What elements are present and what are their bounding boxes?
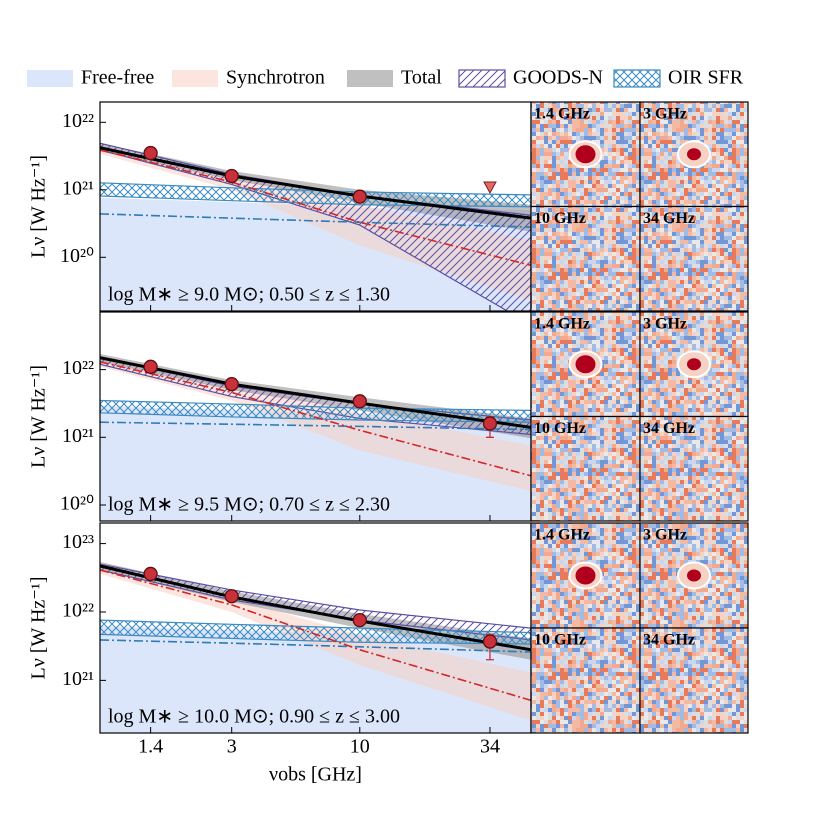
source-blob [575, 355, 596, 374]
stamp-frame [639, 415, 749, 522]
legend-label: Free-free [81, 67, 154, 89]
stamp-image [531, 416, 640, 521]
stamp-frame [639, 627, 749, 734]
legend-label: OIR SFR [668, 67, 744, 89]
y-tick-label: 10²² [62, 600, 94, 622]
stamp-image [531, 628, 640, 733]
legend-label: Synchrotron [226, 67, 325, 89]
source-blob [575, 145, 596, 164]
band [100, 399, 531, 423]
band [100, 182, 531, 208]
y-tick-label: 10²¹ [62, 668, 94, 690]
band [100, 566, 531, 721]
stamp-image [640, 628, 748, 733]
legend-label: Total [401, 67, 442, 89]
stamp-label: 1.4 GHz [534, 527, 590, 544]
data-point [224, 589, 239, 604]
plot-area [100, 354, 531, 521]
y-tick-label: 10²² [62, 357, 94, 379]
data-point [143, 145, 158, 161]
y-tick-label: 10²¹ [62, 425, 94, 447]
y-axis-label: Lν [W Hz⁻¹] [28, 577, 50, 680]
source-blob [575, 566, 596, 585]
x-tick-label: 1.4 [138, 736, 163, 758]
y-tick-label: 10²³ [62, 531, 94, 553]
model-line [100, 149, 531, 267]
data-point [143, 359, 158, 374]
y-tick-label: 10²² [62, 110, 94, 132]
data-point [352, 189, 367, 204]
stamp-label: 3 GHz [643, 106, 687, 123]
model-line [100, 356, 531, 429]
upper-limit [483, 181, 497, 195]
data-point [482, 634, 498, 649]
band [100, 563, 531, 641]
stamp-label: 1.4 GHz [534, 316, 590, 333]
x-tick-label: 10 [350, 736, 370, 758]
model-line [100, 213, 531, 228]
legend-swatch [27, 70, 73, 87]
legend-swatch [458, 69, 506, 88]
data-point [224, 376, 239, 392]
stamp-image [640, 206, 748, 311]
stamp-label: 10 GHz [534, 210, 586, 227]
model-line [100, 421, 531, 431]
stamp-image [531, 206, 640, 311]
panel-annotation: log M∗ ≥ 9.5 M⊙; 0.70 ≤ z ≤ 2.30 [108, 494, 390, 516]
stamp-label: 34 GHz [643, 420, 695, 437]
legend-swatch [347, 70, 393, 87]
data-point [143, 566, 158, 582]
x-tick-label: 3 [227, 736, 237, 758]
x-tick-label: 34 [480, 736, 500, 758]
y-tick-label: 10²⁰ [60, 245, 94, 267]
stamp-frame [639, 205, 749, 312]
stamp-label: 34 GHz [643, 210, 695, 227]
stamp-label: 34 GHz [643, 632, 695, 649]
model-line [100, 564, 531, 652]
band [100, 619, 531, 645]
data-point [482, 416, 498, 431]
y-axis-label: Lν [W Hz⁻¹] [28, 155, 50, 258]
panel-annotation: log M∗ ≥ 10.0 M⊙; 0.90 ≤ z ≤ 3.00 [108, 706, 400, 728]
stamp-image [640, 416, 748, 521]
legend-swatch [172, 70, 218, 87]
y-tick-label: 10²⁰ [60, 493, 94, 515]
legend-swatch [613, 69, 661, 88]
plot-area [100, 561, 531, 733]
source-blob [687, 148, 701, 161]
data-point [352, 394, 367, 409]
source-blob [687, 358, 701, 371]
model-line [100, 361, 531, 477]
panel-annotation: log M∗ ≥ 9.0 M⊙; 0.50 ≤ z ≤ 1.30 [108, 284, 390, 306]
legend-label: GOODS-N [513, 67, 603, 89]
stamp-label: 1.4 GHz [534, 106, 590, 123]
model-line [100, 569, 531, 702]
data-point [352, 612, 367, 628]
model-line [100, 146, 531, 220]
stamp-label: 10 GHz [534, 632, 586, 649]
stamp-label: 3 GHz [643, 316, 687, 333]
source-blob [687, 569, 701, 582]
plot-area [100, 142, 531, 311]
stamp-label: 3 GHz [643, 527, 687, 544]
x-axis-label: νobs [GHz] [269, 764, 362, 786]
y-tick-label: 10²¹ [62, 177, 94, 199]
stamp-label: 10 GHz [534, 420, 586, 437]
y-axis-label: Lν [W Hz⁻¹] [28, 365, 50, 468]
model-line [100, 639, 531, 653]
data-point [224, 168, 239, 184]
